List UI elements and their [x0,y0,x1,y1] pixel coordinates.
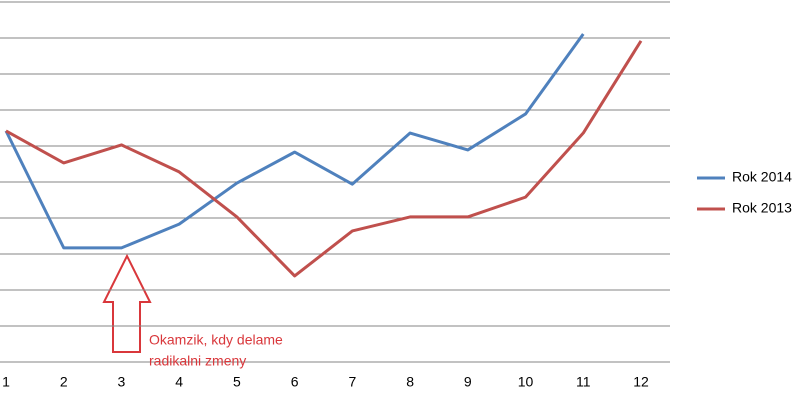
x-tick-label: 9 [464,374,472,390]
series-line [5,40,643,278]
x-tick-label: 5 [233,374,241,390]
x-tick-label: 11 [576,374,591,390]
x-tick-label: 7 [348,374,356,390]
x-tick-label: 8 [406,374,414,390]
legend-label: Rok 2013 [732,200,792,216]
annotation: Okamzik, kdy delame [149,332,283,348]
annotation: radikalni zmeny [149,353,246,369]
x-tick-label: 1 [2,374,10,390]
annotation-arrow [102,253,152,353]
x-tick-label: 3 [118,374,126,390]
legend-label: Rok 2014 [732,169,792,185]
x-tick-label: 2 [60,374,68,390]
x-tick-label: 12 [633,374,649,390]
series-line [4,33,585,250]
x-tick-label: 6 [291,374,299,390]
x-tick-label: 4 [175,374,183,390]
x-tick-label: 10 [518,374,534,390]
